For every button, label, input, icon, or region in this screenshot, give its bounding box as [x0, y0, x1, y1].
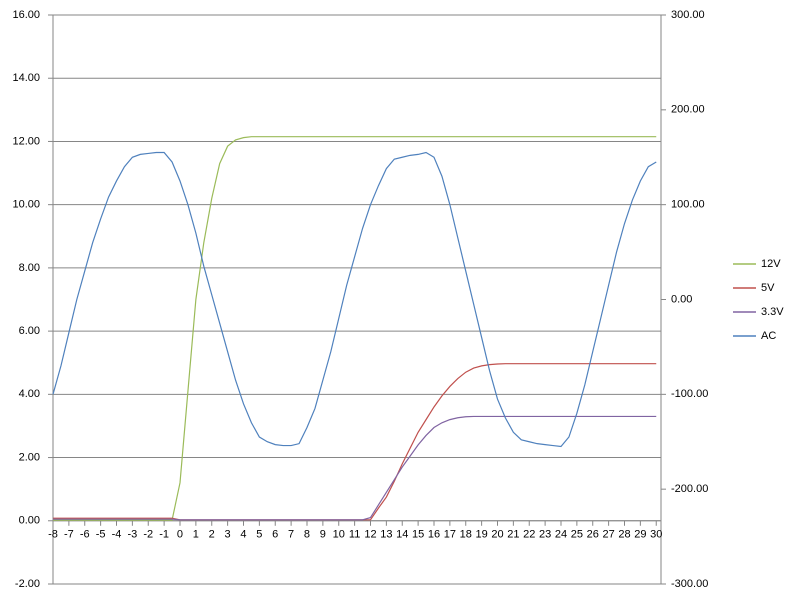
y-tick-label: 12.00 — [12, 135, 40, 147]
x-tick-label: 3 — [225, 529, 231, 541]
legend-label: 12V — [761, 258, 781, 270]
x-tick-label: 30 — [650, 529, 662, 541]
x-tick-label: 10 — [333, 529, 345, 541]
x-tick-label: 15 — [412, 529, 424, 541]
x-tick-label: 8 — [304, 529, 310, 541]
x-tick-label: 25 — [571, 529, 583, 541]
series-line — [52, 151, 657, 448]
x-tick-label: 12 — [364, 529, 376, 541]
legend-label: 3.3V — [761, 306, 784, 318]
x-tick-label: 28 — [618, 529, 630, 541]
x-tick-label: 11 — [349, 529, 360, 541]
x-tick-label: 16 — [428, 529, 440, 541]
x-tick-label: -6 — [80, 529, 90, 541]
x-tick-label: 21 — [507, 529, 519, 541]
legend-label: 5V — [761, 282, 775, 294]
y2-tick-label: -300.00 — [671, 578, 708, 590]
x-tick-label: 7 — [288, 529, 294, 541]
y-tick-label: 14.00 — [12, 72, 40, 84]
x-tick-label: 13 — [380, 529, 392, 541]
x-tick-label: 0 — [177, 529, 183, 541]
y-tick-label: 16.00 — [12, 9, 40, 21]
x-tick-label: 1 — [193, 529, 199, 541]
x-tick-label: 20 — [491, 529, 503, 541]
y2-tick-label: 300.00 — [671, 9, 705, 21]
y-tick-label: 0.00 — [19, 515, 40, 527]
x-tick-label: 29 — [634, 529, 646, 541]
y2-tick-label: 0.00 — [671, 293, 692, 305]
x-tick-label: -3 — [127, 529, 137, 541]
x-tick-label: -8 — [48, 529, 58, 541]
y-tick-label: 10.00 — [12, 199, 40, 211]
x-tick-label: -7 — [64, 529, 74, 541]
x-tick-label: 2 — [209, 529, 215, 541]
y-tick-label: 4.00 — [19, 388, 40, 400]
y2-tick-label: -100.00 — [671, 388, 708, 400]
y-tick-label: -2.00 — [15, 578, 40, 590]
x-tick-label: 22 — [523, 529, 535, 541]
x-tick-label: 27 — [602, 529, 614, 541]
x-tick-label: -2 — [143, 529, 153, 541]
x-tick-label: 5 — [256, 529, 262, 541]
x-tick-label: 18 — [460, 529, 472, 541]
x-tick-label: 9 — [320, 529, 326, 541]
y-tick-label: 8.00 — [19, 262, 40, 274]
x-tick-label: 24 — [555, 529, 567, 541]
y-tick-label: 6.00 — [19, 325, 40, 337]
y2-tick-label: -200.00 — [671, 483, 708, 495]
x-tick-label: 4 — [240, 529, 246, 541]
series-line — [53, 136, 657, 521]
y2-tick-label: 100.00 — [671, 199, 705, 211]
y-tick-label: 2.00 — [19, 451, 40, 463]
x-tick-label: 6 — [272, 529, 278, 541]
x-tick-label: -4 — [112, 529, 122, 541]
x-tick-label: -1 — [159, 529, 169, 541]
x-tick-label: 17 — [444, 529, 456, 541]
x-tick-label: 14 — [396, 529, 408, 541]
x-tick-label: 26 — [587, 529, 599, 541]
legend-label: AC — [761, 330, 776, 342]
series-line — [53, 415, 657, 521]
x-tick-label: 19 — [475, 529, 487, 541]
x-tick-label: -5 — [96, 529, 106, 541]
y2-tick-label: 200.00 — [671, 104, 705, 116]
x-tick-label: 23 — [539, 529, 551, 541]
series-line — [53, 363, 657, 521]
